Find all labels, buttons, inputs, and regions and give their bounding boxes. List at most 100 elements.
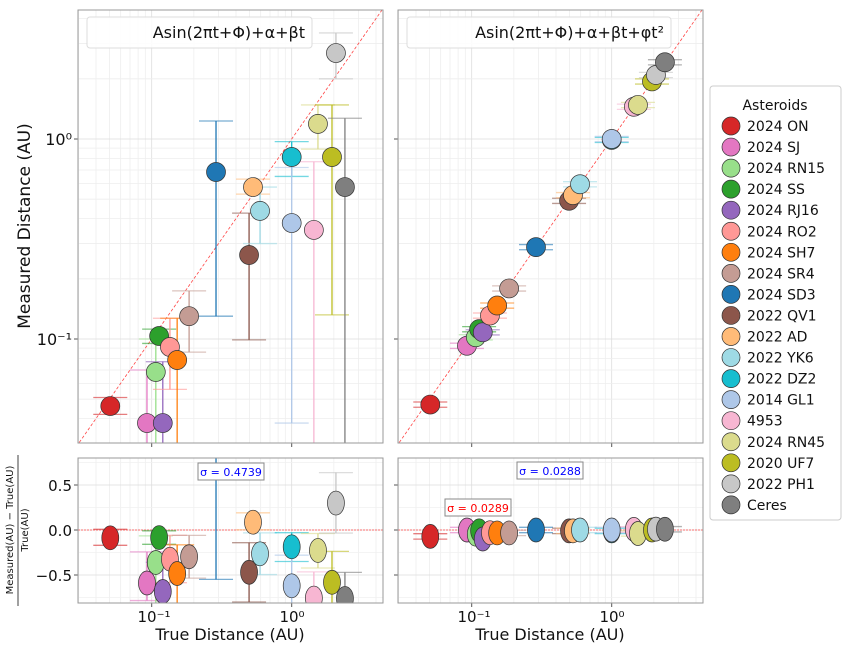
legend-marker-2024-rn15 [721,158,741,178]
x-axis-label-left: True Distance (AU) [154,625,304,644]
legend-marker-2024-rj16 [721,200,741,220]
point-model2-2024-sh7 [487,295,508,316]
sigma-box-left [197,462,265,481]
point-residual1-2022-ad [244,509,262,535]
legend-label: 2024 SJ [747,140,800,156]
x-tick-label-right-1: 10⁰ [599,608,624,626]
point-model1-2022-ph1 [326,43,346,63]
legend-item-2024-rn15: 2024 RN15 [721,158,825,178]
legend-item-2022-yk6: 2022 YK6 [721,348,814,367]
panel-tr-marks [413,52,682,415]
point-residual2-2022-yk6 [571,517,589,543]
panel-tl-marks [93,32,362,443]
point-model1-2024-rn45 [308,114,328,134]
legend-label: Ceres [747,498,787,514]
y-axis-label-top: Measured Distance (AU) [15,123,35,329]
point-model1-4953 [304,220,324,240]
legend-marker-2022-yk6 [721,348,741,367]
point-residual1-2024-ss [150,525,168,550]
legend-item-ceres: Ceres [721,495,787,515]
y-tick-label-bottom-0.5: 0.5 [48,477,72,495]
point-model2-2024-on [420,394,441,415]
legend-label: 2014 GL1 [747,393,815,409]
point-residual1-2024-sr4 [180,544,198,570]
legend-marker-2022-qv1 [721,306,741,325]
legend-item-2024-sd3: 2024 SD3 [721,285,816,304]
reference-line-y-equals-x [78,10,383,443]
point-model1-2024-sd3 [206,162,226,182]
panel-bottom-right-frame [397,457,704,604]
y-tick-label-bottom--0.5: −0.5 [36,567,72,585]
point-residual1-2022-ph1 [327,490,345,516]
legend-label: 2022 AD [747,330,807,346]
legend-item-2022-dz2: 2022 DZ2 [721,369,816,388]
panel-bl-marks [93,394,362,603]
legend-label: 2024 SD3 [747,287,816,303]
point-model1-2022-qv1 [239,245,259,265]
legend-label: 2024 SH7 [747,245,815,261]
legend-label: 2024 RO2 [747,224,817,240]
point-residual1-4953 [305,585,323,603]
point-residual2-2024-sd3 [527,517,545,543]
legend-label: 2024 SS [747,182,805,198]
point-model2-2024-rn45 [628,95,648,115]
legend-marker-2024-sr4 [721,264,741,283]
legend-label: 2024 RN15 [747,161,825,177]
y-tick-label-top-1: 10⁰ [45,130,72,149]
legend-item-2024-sj: 2024 SJ [721,137,800,157]
point-model1-2022-ad [243,177,263,197]
point-model2-2024-sr4 [499,278,519,299]
sigma-annotation-right-red: σ = 0.0289 [447,502,509,515]
panel-bottom-left-frame [77,457,384,604]
legend-marker-2014-gl1 [721,390,741,409]
panel-top-right-frame [397,9,704,444]
point-residual1-2022-dz2 [282,534,301,560]
point-residual1-2022-yk6 [251,541,269,567]
legend-item-2022-ph1: 2022 PH1 [721,474,815,494]
model-legend-right: Asin(2πt+Φ)+α+βt+φt² [475,23,664,42]
sigma-box-right-red [444,498,512,517]
legend-label: 2024 SR4 [747,266,815,282]
legend-item-4953: 4953 [721,411,783,431]
legend-marker-ceres [721,495,741,515]
x-tick-label-left-1: 10⁰ [279,608,304,626]
sigma-annotation-left: σ = 0.4739 [200,466,262,479]
point-model1-ceres [335,177,355,197]
asteroid-legend-title: Asteroids [742,98,807,114]
point-model1-2022-dz2 [281,147,302,167]
legend-item-2024-on: 2024 ON [721,116,809,136]
point-residual1-2022-qv1 [240,559,258,585]
point-residual2-ceres [656,516,674,542]
point-residual1-2024-sd3 [208,394,225,418]
panel-br-marks [413,516,682,552]
legend-label: 2024 RJ16 [747,203,819,219]
point-residual1-2014-gl1 [282,573,301,599]
point-model2-2014-gl1 [601,129,622,149]
legend-label: 2024 RN45 [747,435,825,451]
legend-marker-2024-on [721,116,741,136]
x-tick-label-right-0.1: 10⁻¹ [457,608,490,626]
legend-item-2024-sr4: 2024 SR4 [721,264,815,283]
point-residual1-2024-sh7 [168,561,187,586]
asteroid-legend-items: 2024 ON 2024 SJ 2024 RN15 2024 SS 2024 RJ16 2… [721,116,825,515]
legend-label: 2020 UF7 [747,456,814,472]
point-residual2-2024-sr4 [500,520,518,546]
y-axis-label-bottom-numerator: Measured(AU) − True(AU) [5,466,16,595]
point-residual2-2014-gl1 [602,517,621,543]
x-axis-label-right: True Distance (AU) [474,625,624,644]
y-tick-label-bottom-0.0: 0.0 [48,522,72,540]
point-model2-2022-yk6 [570,174,590,195]
point-residual1-2024-on [101,525,120,551]
point-model1-2024-rj16 [152,413,173,433]
y-tick-label-top-0.1: 10⁻¹ [37,330,72,349]
grid-lines [74,10,703,607]
asteroid-legend-box [709,85,842,521]
data-marks [93,32,682,603]
model-legend-left: Asin(2πt+Φ)+α+βt [153,23,305,42]
legend-label: 2022 YK6 [747,351,814,367]
legend-label: 2024 ON [747,119,809,135]
legend-marker-2024-sj [721,137,741,157]
legend-marker-4953 [721,411,741,431]
legend-item-2024-rj16: 2024 RJ16 [721,200,819,220]
